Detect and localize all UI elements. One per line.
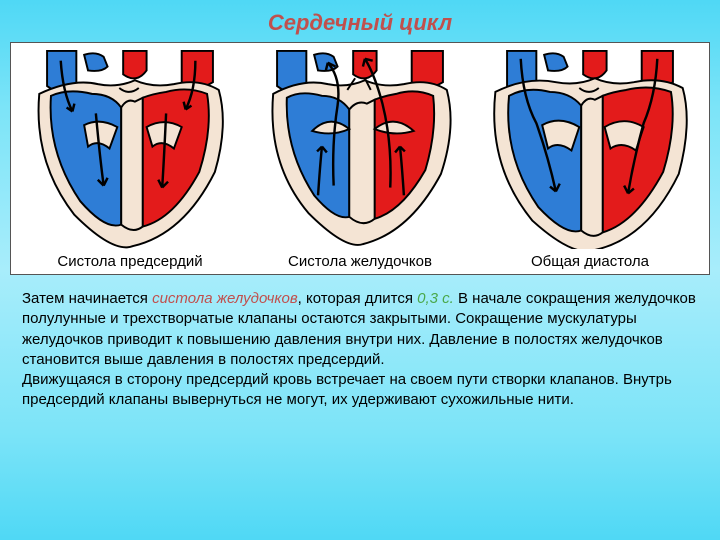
body-paragraph: Затем начинается систола желудочков, кот… bbox=[0, 275, 720, 411]
caption-diastole: Общая диастола bbox=[531, 253, 649, 270]
heart-atrial-systole bbox=[25, 49, 235, 249]
caption-atrial-systole: Систола предсердий bbox=[57, 253, 202, 270]
heart-panel-atrial-systole: Систола предсердий bbox=[15, 49, 245, 270]
highlight-systole: систола желудочков bbox=[152, 290, 298, 307]
body-text-run: Движущаяся в сторону предсердий кровь вс… bbox=[22, 371, 672, 408]
diagram-frame: Систола предсердий bbox=[10, 42, 710, 275]
body-text-run: , которая длится bbox=[298, 290, 417, 307]
heart-panel-ventricular-systole: Систола желудочков bbox=[245, 49, 475, 270]
heart-panel-diastole: Общая диастола bbox=[475, 49, 705, 270]
heart-diastole bbox=[485, 49, 695, 249]
page-title: Сердечный цикл bbox=[0, 0, 720, 42]
heart-ventricular-systole bbox=[255, 49, 465, 249]
heart-diagrams-row: Систола предсердий bbox=[15, 49, 705, 270]
body-text-run: Затем начинается bbox=[22, 290, 152, 307]
highlight-duration: 0,3 с. bbox=[417, 290, 454, 307]
caption-ventricular-systole: Систола желудочков bbox=[288, 253, 432, 270]
